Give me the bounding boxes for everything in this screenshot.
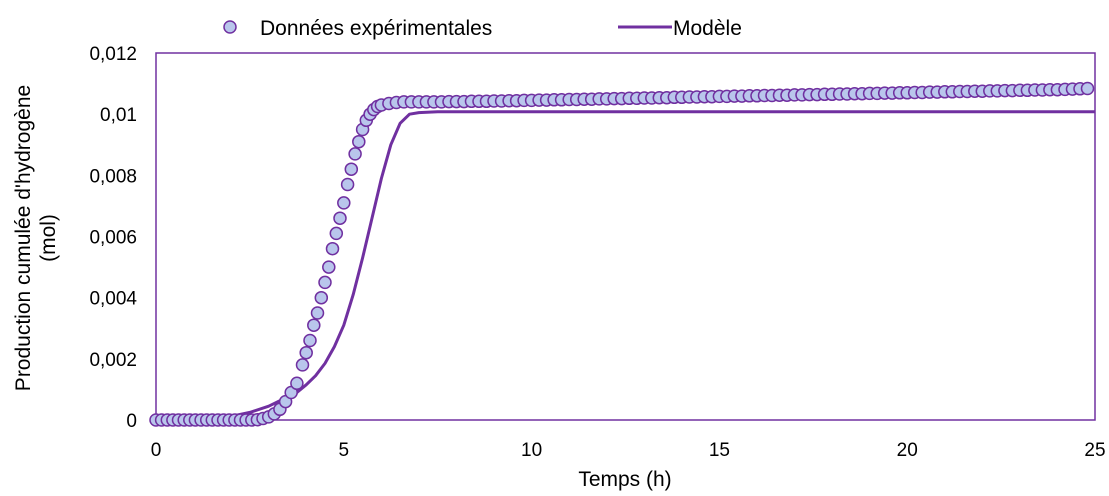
x-tick-label: 10 (521, 440, 542, 461)
data-point (318, 275, 332, 290)
data-point (307, 318, 321, 332)
x-tick-label: 15 (709, 440, 730, 461)
x-tick-label: 5 (339, 440, 350, 461)
y-axis-title: Production cumulée d'hydrogène (mol) (12, 85, 60, 391)
y-tick-label: 0,006 (89, 228, 137, 249)
legend-marker-experimental (223, 20, 237, 34)
legend: Données expérimentales Modèle (223, 17, 742, 40)
data-point (299, 345, 313, 360)
y-tick-label: 0,002 (89, 350, 137, 371)
data-point (329, 226, 344, 241)
y-axis-ticks: 0 0,002 0,004 0,006 0,008 0,01 0,012 (89, 44, 137, 432)
data-point (290, 376, 304, 391)
data-point (325, 241, 340, 256)
data-point (303, 333, 317, 348)
y-axis-title-line-2: (mol) (37, 214, 60, 262)
data-point (322, 260, 336, 274)
x-tick-label: 20 (897, 440, 918, 461)
x-axis-title: Temps (h) (578, 468, 671, 491)
data-point (295, 358, 310, 372)
experimental-points (149, 81, 1095, 427)
x-tick-label: 25 (1084, 440, 1105, 461)
x-tick-label: 0 (151, 440, 162, 461)
legend-label-experimental: Données expérimentales (260, 17, 492, 40)
model-curve (155, 110, 1095, 422)
x-axis-ticks: 0 5 10 15 20 25 (151, 440, 1106, 461)
data-point (333, 211, 347, 225)
y-tick-label: 0,008 (89, 166, 137, 187)
data-point (1080, 81, 1095, 96)
y-tick-label: 0 (126, 411, 137, 432)
data-point (340, 177, 355, 192)
legend-label-model: Modèle (673, 17, 742, 40)
data-point (352, 134, 366, 149)
plot-frame (155, 52, 1096, 421)
data-point (337, 196, 351, 210)
y-axis-title-line-1: Production cumulée d'hydrogène (12, 85, 35, 391)
y-tick-label: 0,012 (89, 44, 137, 65)
data-point (310, 306, 325, 320)
data-point (344, 162, 359, 176)
y-tick-label: 0,01 (100, 105, 137, 126)
data-point (314, 290, 329, 305)
y-tick-label: 0,004 (89, 289, 137, 310)
data-point (348, 147, 362, 161)
